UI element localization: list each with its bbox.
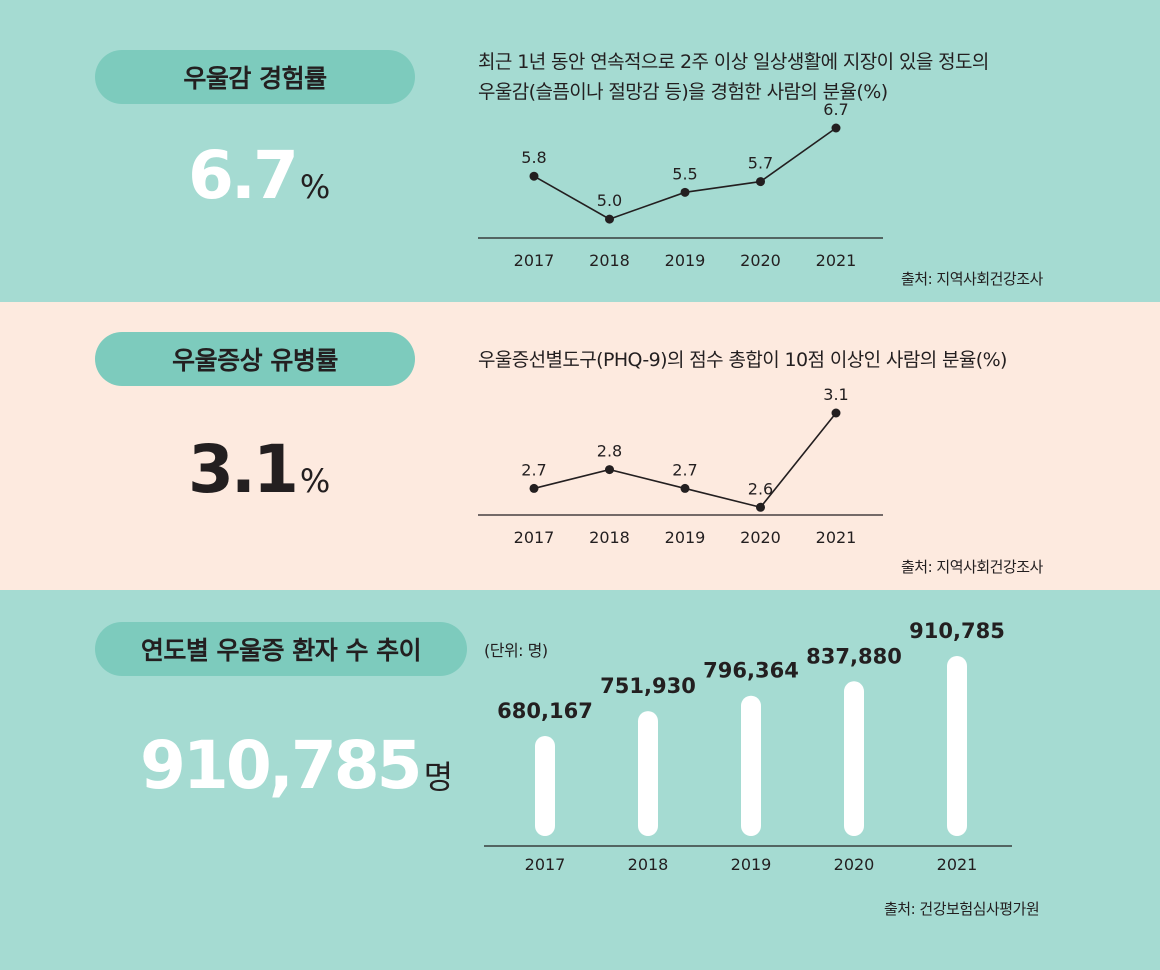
bar-label-2018: 751,930 [600,674,696,698]
section2-title: 우울증상 유병률 [95,332,415,386]
section1-value: 6.7 [188,137,299,214]
x-tick-2019: 2019 [665,251,706,270]
data-point-2017 [529,483,539,493]
data-point-2020 [756,502,765,512]
unit-note: (단위: 명) [484,641,548,660]
x-tick-2020: 2020 [834,855,875,874]
x-tick-2018: 2018 [589,528,630,547]
data-point-2019 [680,483,690,493]
x-tick-2017: 2017 [514,251,555,270]
x-tick-2019: 2019 [665,528,706,547]
x-tick-2021: 2021 [937,855,978,874]
bar-2020 [844,681,864,836]
data-label-2019: 2.7 [672,460,697,479]
data-point-2018 [605,214,614,224]
bar-2021 [947,656,967,836]
section2-source: 출처: 지역사회건강조사 [901,558,1043,576]
section3-unit: 명 [423,758,454,796]
bar-label-2020: 837,880 [806,644,902,668]
section2-big-value: 3.1% [188,437,330,503]
x-tick-2021: 2021 [816,251,857,270]
section2-description: 우울증선별도구(PHQ-9)의 점수 총합이 10점 이상인 사람의 분율(%) [478,349,1007,371]
data-point-2017 [529,171,539,181]
data-point-2021 [831,408,841,418]
data-point-2019 [680,187,690,197]
data-label-2021: 3.1 [823,385,848,404]
data-point-2021 [831,123,841,133]
x-tick-2021: 2021 [816,528,857,547]
bar-label-2017: 680,167 [497,699,593,723]
section2-value: 3.1 [188,431,299,508]
x-tick-2020: 2020 [740,251,781,270]
line-chart-depression-experience: 5.8 2017 5.0 2018 5.5 2019 5.7 2020 6.7 2021 [478,100,883,270]
section3-source: 출처: 건강보험심사평가원 [884,900,1040,918]
line-chart-depression-prevalence: 2.7 2017 2.8 2018 2.7 2019 2.6 2020 3.1 2021 [478,385,883,547]
data-label-2017: 2.7 [521,460,546,479]
section2-unit: % [299,462,331,500]
bar-2018 [638,711,658,836]
data-label-2019: 5.5 [672,164,697,183]
bar-2017 [535,736,555,836]
data-label-2018: 2.8 [597,442,622,461]
section3-title: 연도별 우울증 환자 수 추이 [95,622,467,676]
x-tick-2019: 2019 [731,855,772,874]
bar-2019 [741,695,761,836]
x-tick-2018: 2018 [628,855,669,874]
section3-value: 910,785 [140,727,423,804]
section1-description: 최근 1년 동안 연속적으로 2주 이상 일상생활에 지장이 있을 정도의 우울… [478,51,989,103]
bar-label-2019: 796,364 [703,659,799,683]
x-tick-2018: 2018 [589,251,630,270]
data-label-2017: 5.8 [521,148,546,167]
data-point-2018 [605,465,614,475]
x-tick-2017: 2017 [525,855,566,874]
data-point-2020 [756,177,765,187]
section1-title: 우울감 경험률 [95,50,415,104]
x-tick-2017: 2017 [514,528,555,547]
bar-label-2021: 910,785 [909,619,1005,643]
section3-big-value: 910,785 명 [140,733,453,799]
data-label-2020: 5.7 [748,154,773,173]
data-label-2021: 6.7 [823,100,848,119]
section1-unit: % [299,168,331,206]
section1-big-value: 6.7% [188,143,330,209]
data-label-2020: 2.6 [748,479,773,498]
data-label-2018: 5.0 [597,191,622,210]
x-tick-2020: 2020 [740,528,781,547]
section1-source: 출처: 지역사회건강조사 [901,270,1043,288]
